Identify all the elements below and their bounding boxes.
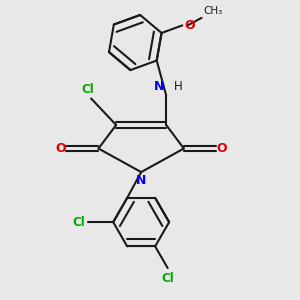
Text: N: N bbox=[136, 174, 146, 187]
Text: O: O bbox=[56, 142, 66, 155]
Text: O: O bbox=[216, 142, 227, 155]
Text: Cl: Cl bbox=[161, 272, 174, 285]
Text: H: H bbox=[174, 80, 182, 93]
Text: Cl: Cl bbox=[82, 82, 94, 95]
Text: CH₃: CH₃ bbox=[203, 6, 222, 16]
Text: Cl: Cl bbox=[73, 216, 85, 229]
Text: N: N bbox=[154, 80, 165, 93]
Text: O: O bbox=[184, 19, 195, 32]
